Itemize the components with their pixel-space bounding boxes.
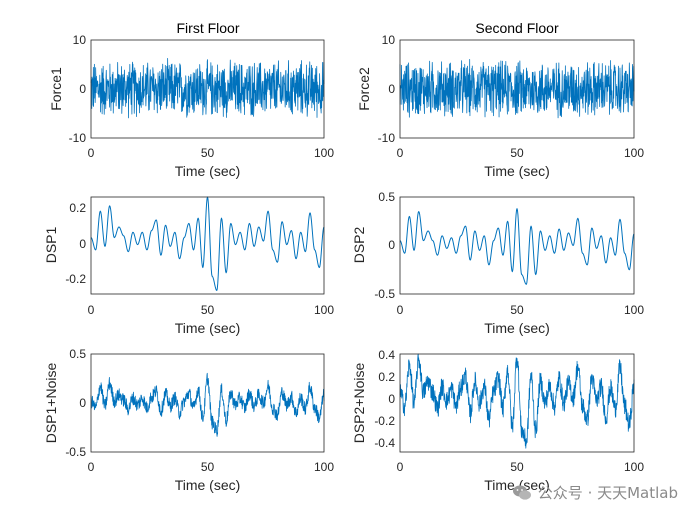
y-axis-label: Force1	[48, 67, 64, 111]
y-tick-label: 0.2	[378, 370, 395, 384]
y-tick-label: 0	[79, 237, 86, 251]
series-line	[90, 58, 325, 119]
series-line	[90, 372, 325, 437]
series-line-group	[90, 372, 325, 437]
y-tick-label: -0.5	[374, 287, 395, 301]
y-tick-label: 0.5	[378, 190, 395, 204]
y-tick-label: -0.4	[374, 436, 395, 450]
x-axis-label: Time (sec)	[175, 320, 241, 336]
axes-box	[90, 39, 325, 139]
x-tick-label: 50	[510, 303, 524, 317]
y-tick-label: 0	[388, 82, 395, 96]
subplot-dsp1-noise: 0 50 100 -0.5 0 0.5 Time (sec) DSP1+Nois…	[43, 347, 334, 493]
x-tick-label: 50	[510, 146, 524, 160]
axes-box	[399, 196, 635, 295]
subplot-dsp2-noise: 0 50 100 -0.4 -0.2 0 0.2 0.4 Time (sec) …	[351, 348, 644, 493]
subplot-dsp1: 0 50 100 -0.2 0 0.2 Time (sec) DSP1	[43, 196, 334, 336]
y-tick-label: 10	[382, 33, 396, 47]
y-tick-label: 0.4	[378, 348, 395, 362]
series-line-group	[90, 58, 325, 119]
y-tick-label: 10	[73, 33, 87, 47]
series-line-group	[399, 59, 635, 119]
x-tick-label: 0	[397, 146, 404, 160]
x-tick-label: 0	[397, 460, 404, 474]
x-tick-label: 100	[314, 303, 334, 317]
y-tick-label: 0	[79, 82, 86, 96]
axes-box	[399, 39, 635, 139]
y-tick-label: 0	[388, 238, 395, 252]
y-tick-label: 0	[388, 392, 395, 406]
y-tick-label: -10	[69, 131, 87, 145]
watermark: 公众号 · 天天Matlab	[512, 482, 678, 503]
y-axis-label: DSP1	[43, 227, 59, 264]
x-tick-label: 100	[624, 460, 644, 474]
subplot-force1: First Floor 0 50 100 -10 0 10 Time (sec)…	[48, 20, 334, 179]
y-tick-label: -0.2	[65, 272, 86, 286]
x-axis-label: Time (sec)	[175, 163, 241, 179]
x-tick-label: 0	[88, 146, 95, 160]
x-tick-label: 50	[201, 303, 215, 317]
x-tick-label: 0	[88, 303, 95, 317]
series-line	[399, 208, 635, 285]
subplot-title: Second Floor	[475, 20, 559, 36]
axes-box	[399, 353, 635, 453]
wechat-icon	[512, 485, 531, 500]
y-tick-label: -0.2	[374, 414, 395, 428]
y-axis-label: Force2	[356, 67, 372, 111]
x-axis-label: Time (sec)	[175, 477, 241, 493]
subplot-force2: Second Floor 0 50 100 -10 0 10 Time (sec…	[356, 20, 644, 179]
x-tick-label: 100	[624, 146, 644, 160]
y-tick-label: 0.2	[69, 201, 86, 215]
x-tick-label: 0	[88, 460, 95, 474]
subplot-dsp2: 0 50 100 -0.5 0 0.5 Time (sec) DSP2	[351, 190, 644, 336]
x-axis-label: Time (sec)	[484, 320, 550, 336]
series-line	[399, 59, 635, 119]
axes-box	[90, 353, 325, 453]
x-tick-label: 100	[314, 460, 334, 474]
axes-box	[90, 196, 325, 295]
y-tick-label: 0	[79, 396, 86, 410]
series-line-group	[399, 208, 635, 285]
x-axis-label: Time (sec)	[484, 477, 550, 493]
x-tick-label: 100	[624, 303, 644, 317]
x-tick-label: 50	[201, 460, 215, 474]
y-axis-label: DSP1+Noise	[43, 363, 59, 444]
series-line	[399, 353, 635, 449]
y-tick-label: -10	[378, 131, 396, 145]
subplot-title: First Floor	[177, 20, 240, 36]
y-tick-label: -0.5	[65, 445, 86, 459]
x-axis-label: Time (sec)	[484, 163, 550, 179]
series-line-group	[399, 353, 635, 449]
x-tick-label: 100	[314, 146, 334, 160]
x-tick-label: 50	[510, 460, 524, 474]
y-axis-label: DSP2+Noise	[351, 363, 367, 444]
y-axis-label: DSP2	[351, 227, 367, 264]
y-tick-label: 0.5	[69, 347, 86, 361]
x-tick-label: 0	[397, 303, 404, 317]
watermark-text: 公众号 · 天天Matlab	[537, 484, 678, 502]
x-tick-label: 50	[201, 146, 215, 160]
